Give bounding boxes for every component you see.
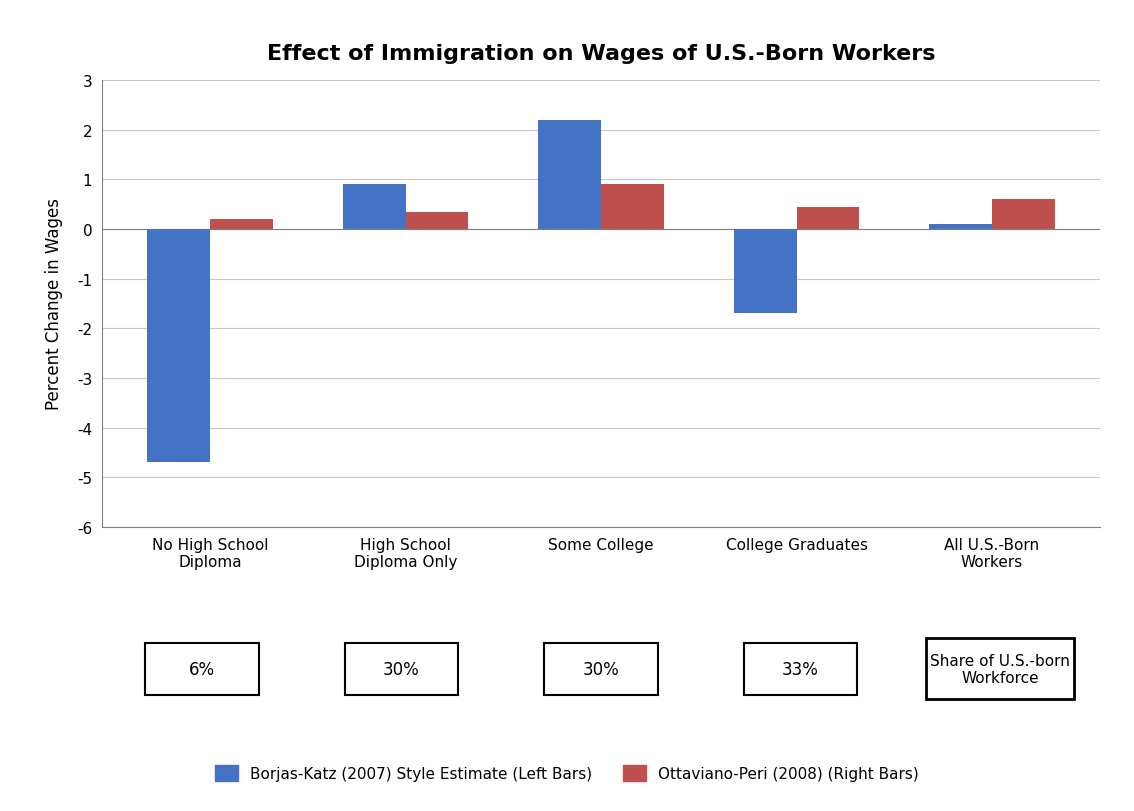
Bar [796,208,860,230]
Bar [210,220,272,230]
Bar [147,230,210,463]
Bar [734,230,796,314]
Bar [342,185,406,230]
Text: Share of U.S.-born
Workforce: Share of U.S.-born Workforce [930,653,1070,685]
Bar [539,121,601,230]
Y-axis label: Percent Change in Wages: Percent Change in Wages [45,198,64,410]
Title: Effect of Immigration on Wages of U.S.-Born Workers: Effect of Immigration on Wages of U.S.-B… [266,45,936,64]
Text: 33%: 33% [782,660,819,678]
Bar [992,200,1055,230]
Text: 30%: 30% [383,660,420,678]
Text: 30%: 30% [583,660,619,678]
Legend: Borjas-Katz (2007) Style Estimate (Left Bars), Ottaviano-Peri (2008) (Right Bars: Borjas-Katz (2007) Style Estimate (Left … [209,759,925,787]
Text: 6%: 6% [188,660,215,678]
Bar [601,185,663,230]
Bar [930,225,992,230]
Bar [406,212,468,230]
